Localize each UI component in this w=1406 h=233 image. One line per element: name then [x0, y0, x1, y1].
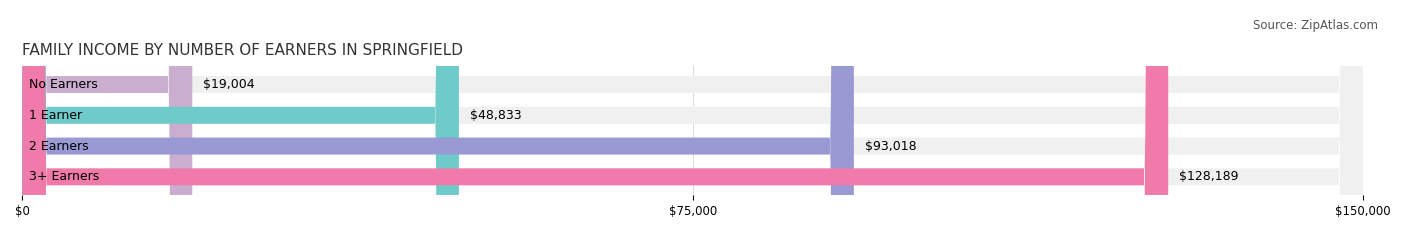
Text: 3+ Earners: 3+ Earners	[30, 170, 100, 183]
FancyBboxPatch shape	[22, 0, 1364, 233]
FancyBboxPatch shape	[22, 0, 1168, 233]
FancyBboxPatch shape	[22, 0, 458, 233]
Text: $128,189: $128,189	[1180, 170, 1239, 183]
Text: 2 Earners: 2 Earners	[30, 140, 89, 153]
Text: FAMILY INCOME BY NUMBER OF EARNERS IN SPRINGFIELD: FAMILY INCOME BY NUMBER OF EARNERS IN SP…	[22, 43, 464, 58]
Text: No Earners: No Earners	[30, 78, 98, 91]
FancyBboxPatch shape	[22, 0, 193, 233]
FancyBboxPatch shape	[22, 0, 1364, 233]
Text: 1 Earner: 1 Earner	[30, 109, 83, 122]
Text: Source: ZipAtlas.com: Source: ZipAtlas.com	[1253, 19, 1378, 32]
Text: $19,004: $19,004	[202, 78, 254, 91]
Text: $48,833: $48,833	[470, 109, 522, 122]
FancyBboxPatch shape	[22, 0, 1364, 233]
FancyBboxPatch shape	[22, 0, 853, 233]
Text: $93,018: $93,018	[865, 140, 917, 153]
FancyBboxPatch shape	[22, 0, 1364, 233]
